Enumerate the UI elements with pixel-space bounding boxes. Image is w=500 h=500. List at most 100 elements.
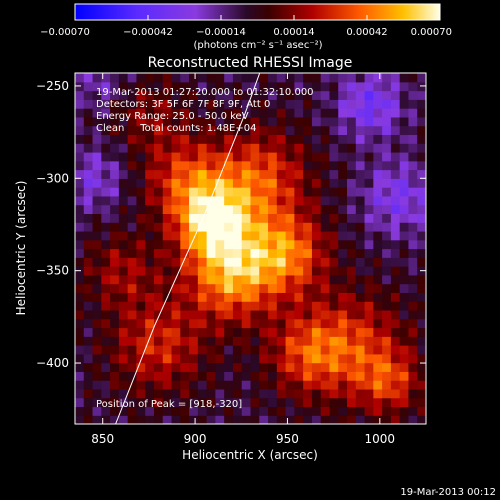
heatmap-cell <box>83 345 94 355</box>
heatmap-cell <box>92 274 102 285</box>
heatmap-cell <box>206 230 217 241</box>
heatmap-cell <box>83 151 94 162</box>
heatmap-cell <box>250 309 260 320</box>
heatmap-cell <box>399 143 410 153</box>
heatmap-cell <box>75 213 85 223</box>
heatmap-cell <box>189 143 199 153</box>
heatmap-cell <box>101 318 111 329</box>
heatmap-cell <box>294 248 304 258</box>
heatmap-cell <box>197 248 208 258</box>
heatmap-cell <box>259 257 269 267</box>
heatmap-cell <box>232 187 243 197</box>
heatmap-cell <box>382 336 392 346</box>
heatmap-cell <box>162 274 173 285</box>
heatmap-cell <box>259 266 269 276</box>
heatmap-cell <box>206 160 217 171</box>
heatmap-cell <box>110 380 120 390</box>
heatmap-cell <box>329 187 339 197</box>
heatmap-cell <box>162 160 173 171</box>
heatmap-cell <box>136 134 146 144</box>
heatmap-cell <box>189 266 199 276</box>
heatmap-cell <box>110 274 120 285</box>
heatmap-cell <box>338 371 348 381</box>
heatmap-cell <box>347 73 357 83</box>
heatmap-cell <box>127 301 138 311</box>
heatmap-cell <box>285 353 295 364</box>
heatmap-cell <box>75 195 85 206</box>
heatmap-cell <box>145 292 155 302</box>
heatmap-cell <box>197 371 208 381</box>
heatmap-cell <box>171 222 181 232</box>
heatmap-cell <box>224 204 234 215</box>
heatmap-cell <box>189 257 199 267</box>
heatmap-cell <box>259 204 269 215</box>
heatmap-cell <box>197 318 208 329</box>
colorbar-tick-label: −0.00070 <box>40 27 90 38</box>
heatmap-cell <box>399 327 410 337</box>
heatmap-cell <box>294 327 304 337</box>
heatmap-cell <box>153 108 164 118</box>
heatmap-cell <box>153 73 164 83</box>
heatmap-cell <box>215 353 225 364</box>
heatmap-cell <box>162 301 173 311</box>
heatmap-cell <box>75 178 85 188</box>
heatmap-cell <box>189 108 199 118</box>
heatmap-cell <box>92 380 102 390</box>
heatmap-cell <box>364 371 374 381</box>
heatmap-cell <box>347 318 357 329</box>
heatmap-cell <box>303 204 313 215</box>
heatmap-cell <box>180 397 190 408</box>
heatmap-cell <box>180 81 190 92</box>
colorbar-gradient <box>75 4 440 20</box>
annotations: 19-Mar-2013 01:27:20.000 to 01:32:10.000… <box>96 87 314 410</box>
heatmap-cell <box>355 195 366 206</box>
heatmap-cell <box>232 143 243 153</box>
heatmap-cell <box>408 397 418 408</box>
heatmap-cell <box>83 301 94 311</box>
heatmap-cell <box>382 151 392 162</box>
heatmap-cell <box>294 213 304 223</box>
heatmap-cell <box>329 380 339 390</box>
heatmap-cell <box>294 178 304 188</box>
heatmap-cell <box>153 274 164 285</box>
heatmap-cell <box>338 415 348 424</box>
heatmap-cell <box>259 415 269 424</box>
heatmap-cell <box>92 239 102 250</box>
heatmap-cell <box>83 134 94 144</box>
heatmap-cell <box>180 266 190 276</box>
heatmap-cell <box>241 353 252 364</box>
heatmap-cell <box>118 204 129 215</box>
heatmap-cell <box>355 151 366 162</box>
heatmap-cell <box>136 239 146 250</box>
heatmap-cell <box>329 353 339 364</box>
heatmap-cell <box>232 125 243 136</box>
heatmap-cell <box>162 406 173 416</box>
x-axis-label: Heliocentric X (arcsec) <box>182 448 318 462</box>
heatmap-cell <box>189 309 199 320</box>
heatmap-cell <box>118 151 129 162</box>
heatmap-cell <box>162 327 173 337</box>
heatmap-cell <box>311 371 322 381</box>
heatmap-cell <box>382 257 392 267</box>
heatmap-cell <box>171 345 181 355</box>
heatmap-cell <box>338 99 348 109</box>
heatmap-cell <box>364 362 374 372</box>
heatmap-cell <box>224 388 234 399</box>
heatmap-cell <box>268 353 278 364</box>
heatmap-cell <box>215 213 225 223</box>
heatmap-cell <box>285 371 295 381</box>
heatmap-cell <box>303 169 313 179</box>
heatmap-cell <box>224 257 234 267</box>
heatmap-cell <box>92 116 102 127</box>
heatmap-cell <box>83 415 94 424</box>
heatmap-cell <box>110 213 120 223</box>
heatmap-cell <box>294 81 304 92</box>
heatmap-cell <box>110 345 120 355</box>
heatmap-cell <box>347 345 357 355</box>
heatmap-cell <box>136 292 146 302</box>
heatmap-cell <box>390 388 401 399</box>
heatmap-cell <box>180 353 190 364</box>
heatmap-cell <box>224 169 234 179</box>
heatmap-cell <box>417 371 426 381</box>
heatmap-cell <box>83 388 94 399</box>
